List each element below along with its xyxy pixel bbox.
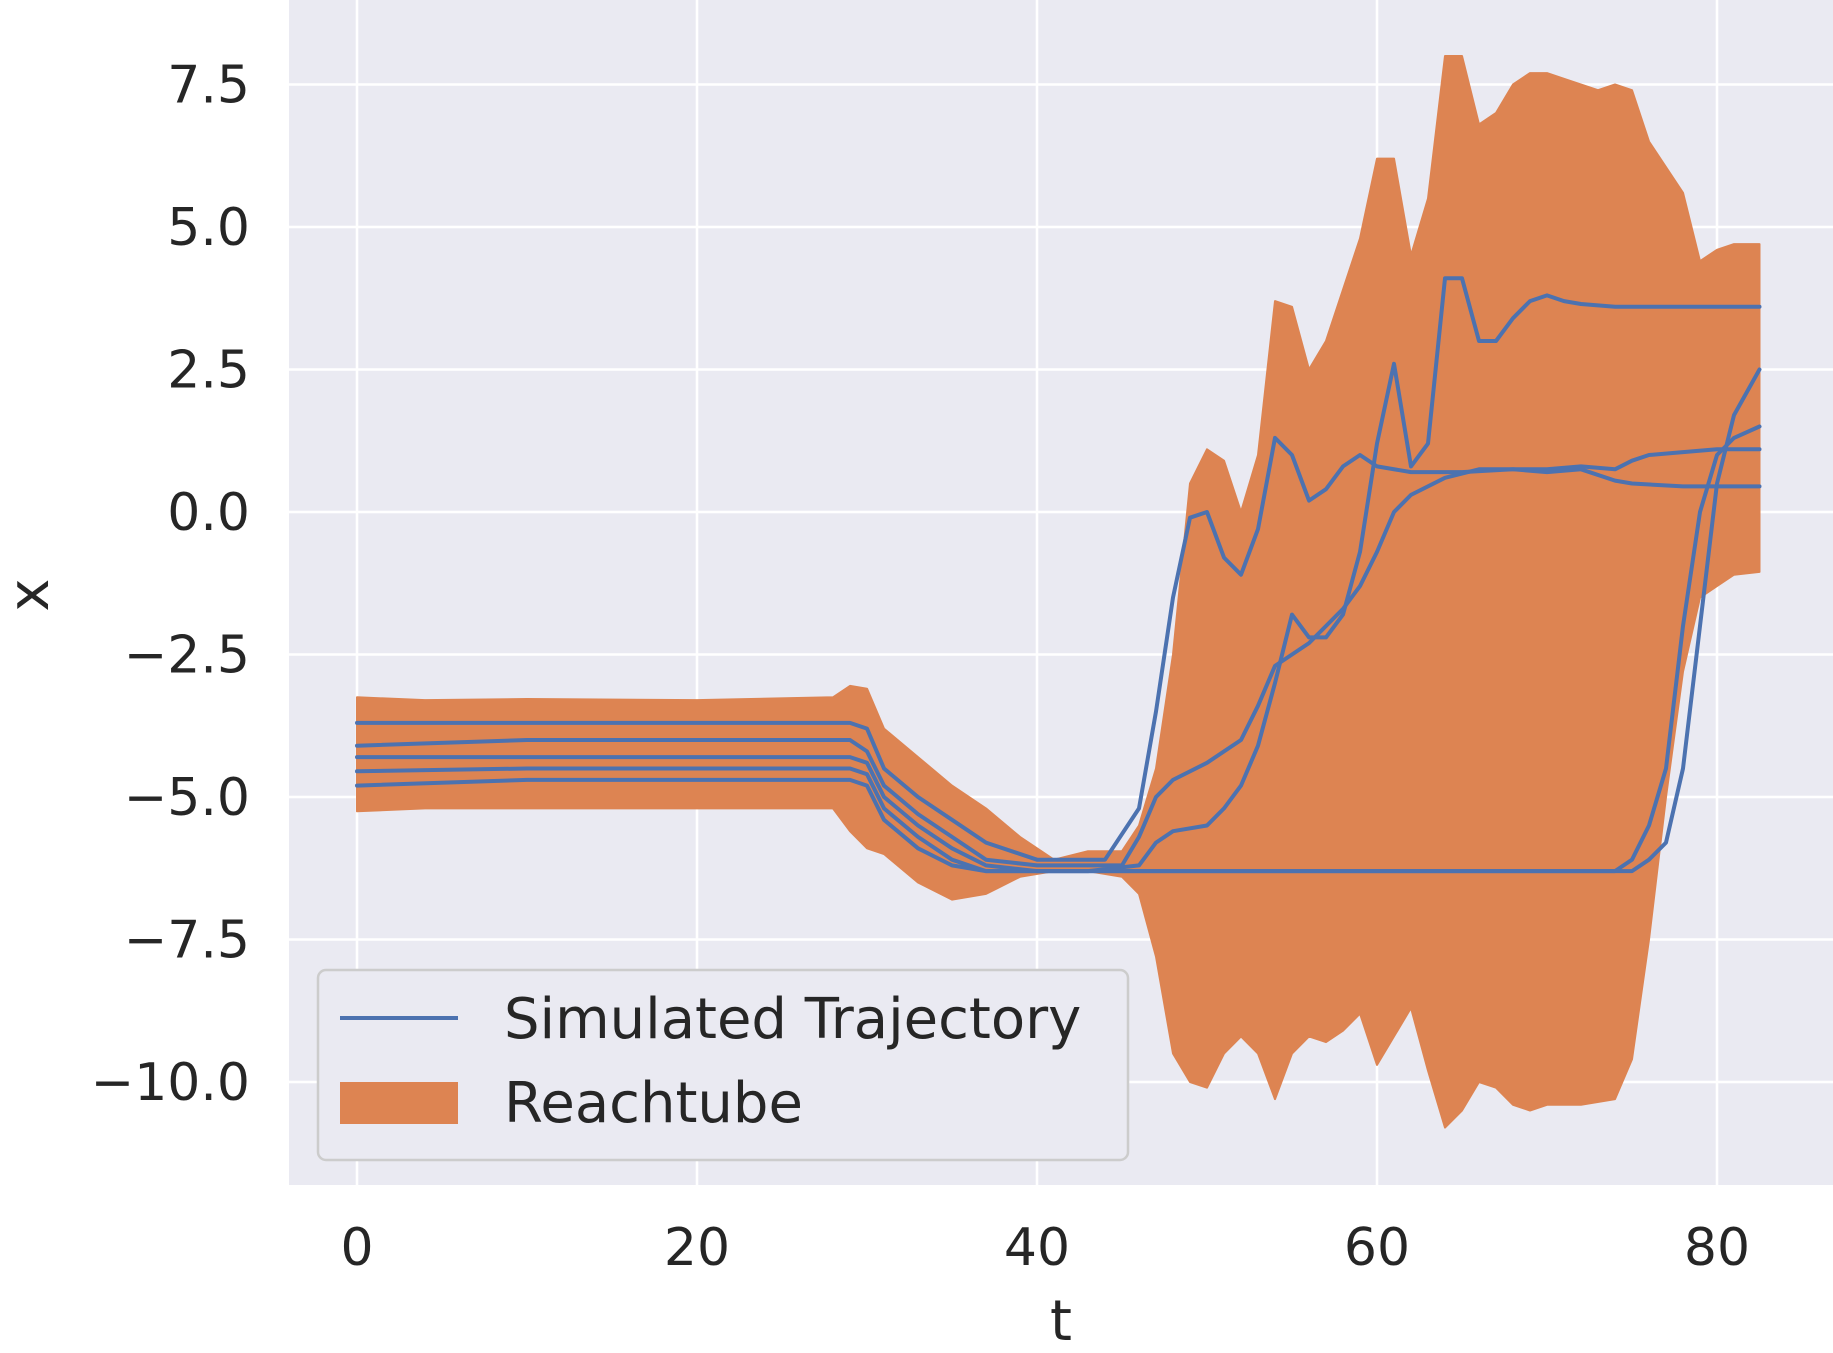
y-tick-label: 5.0 — [167, 198, 250, 258]
trajectory-line-2 — [355, 467, 1762, 868]
x-tick-label: 80 — [1684, 1218, 1750, 1278]
x-axis-label: t — [1050, 1289, 1072, 1353]
y-tick-label: −10.0 — [91, 1053, 250, 1113]
legend-label-trajectory: Simulated Trajectory — [504, 987, 1081, 1052]
y-tick-label: −7.5 — [124, 911, 250, 971]
y-tick-label: −2.5 — [124, 626, 250, 686]
x-tick-label: 20 — [664, 1218, 730, 1278]
reachtube-band — [356, 55, 1761, 1129]
y-tick-label: 7.5 — [167, 56, 250, 116]
x-tick-label: 60 — [1344, 1218, 1410, 1278]
y-tick-label: 2.5 — [167, 341, 250, 401]
y-tick-labels: 7.5 5.0 2.5 0.0 −2.5 −5.0 −7.5 −10.0 — [91, 56, 250, 1114]
x-tick-labels: 0 20 40 60 80 — [340, 1218, 1750, 1278]
trajectory-line-3 — [355, 276, 1762, 874]
series-layer — [355, 276, 1762, 874]
y-tick-label: −5.0 — [124, 768, 250, 828]
reachtube-layer — [356, 55, 1761, 1129]
legend-frame — [316, 968, 1130, 1162]
legend: Simulated Trajectory Reachtube — [316, 968, 1130, 1162]
x-tick-label: 40 — [1004, 1218, 1070, 1278]
x-tick-label: 0 — [340, 1218, 373, 1278]
legend-fill-swatch — [340, 1082, 458, 1124]
legend-label-reachtube: Reachtube — [504, 1071, 803, 1136]
trajectory-line-5 — [355, 367, 1762, 874]
trajectory-line-1 — [355, 435, 1762, 862]
y-tick-label: 0.0 — [167, 483, 250, 543]
y-axis-label: x — [0, 578, 62, 611]
